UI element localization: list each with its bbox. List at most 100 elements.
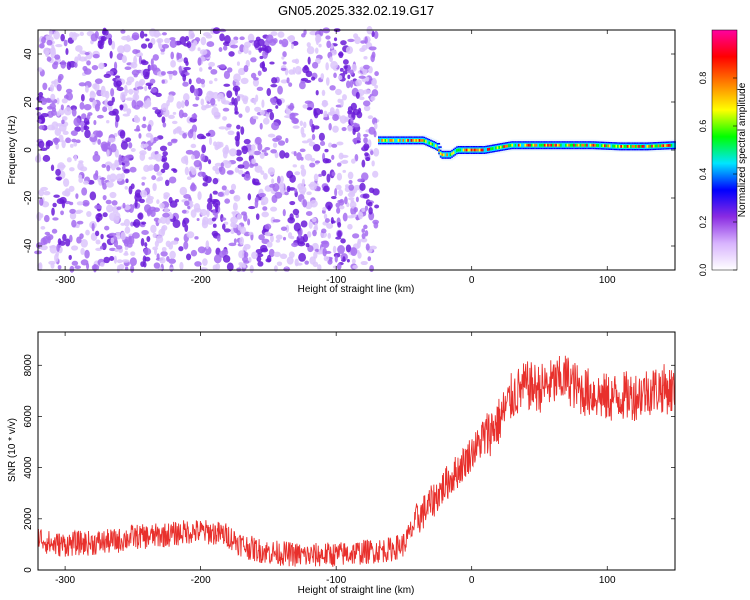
spectrogram-cell — [120, 92, 126, 102]
spectrogram-cell — [327, 232, 331, 239]
spectrogram-cell — [210, 97, 216, 106]
spectrogram-cell — [153, 136, 159, 142]
spectrogram-cell — [199, 209, 208, 217]
spectrogram-cell — [116, 259, 123, 264]
spectrogram-cell — [168, 258, 177, 264]
spectrogram-cell — [272, 142, 278, 148]
spectrogram-x-tick-label: -100 — [326, 275, 346, 286]
spectrogram-cell — [325, 77, 330, 86]
spectrogram-cell — [302, 199, 308, 208]
spectrogram-cell — [291, 242, 299, 248]
spectrogram-cell — [187, 205, 191, 210]
spectrogram-cell — [46, 39, 53, 46]
spectrogram-cell — [247, 218, 251, 226]
spectrogram-cell — [243, 138, 251, 145]
spectrogram-cell — [156, 253, 160, 260]
spectrogram-cell — [103, 73, 111, 79]
spectrogram-cell — [300, 164, 305, 170]
spectrogram-cell — [106, 119, 110, 124]
spectrogram-cell — [46, 56, 52, 62]
spectrogram-cell — [208, 66, 212, 70]
spectrogram-cell — [236, 95, 241, 102]
spectrogram-cell — [186, 253, 192, 261]
spectrogram-cell — [222, 107, 230, 112]
spectrogram-cell — [160, 51, 165, 55]
spectrogram-cell — [285, 137, 289, 144]
spectrogram-cell — [193, 88, 199, 97]
spectrogram-cell — [302, 104, 308, 109]
spectrogram-cell — [214, 144, 219, 151]
spectrogram-cell — [332, 113, 339, 122]
spectrogram-cell — [349, 201, 357, 209]
spectrogram-cell — [134, 199, 138, 209]
spectrogram-cell — [63, 94, 69, 100]
spectrogram-cell — [130, 251, 136, 257]
spectrogram-cell — [307, 245, 314, 253]
spectrogram-cell — [208, 61, 216, 67]
spectrogram-cell — [320, 231, 327, 238]
spectrogram-cell — [183, 241, 189, 250]
spectrogram-cell — [230, 216, 238, 224]
spectrogram-cell — [280, 79, 288, 84]
spectrogram-cell — [290, 43, 295, 50]
spectrogram-cell — [169, 213, 174, 220]
spectrogram-cell — [45, 35, 51, 39]
spectrogram-cell — [141, 176, 147, 180]
spectrogram-cell — [172, 70, 178, 76]
spectrogram-cell — [145, 198, 154, 205]
spectrogram-cell — [123, 218, 130, 227]
spectrogram-cell — [326, 40, 332, 49]
spectrogram-cell — [236, 61, 240, 66]
spectrogram-cell — [297, 183, 305, 190]
spectrogram-cell — [231, 97, 235, 105]
spectrogram-cell — [224, 35, 231, 45]
spectrogram-cell — [192, 131, 197, 140]
spectrogram-cell — [98, 62, 105, 70]
spectrogram-cell — [71, 138, 77, 143]
spectrogram-cell — [84, 85, 89, 93]
spectrogram-cell — [222, 116, 228, 121]
spectrogram-cell — [161, 79, 165, 84]
spectrogram-cell — [107, 100, 114, 107]
spectrogram-cell — [234, 166, 240, 173]
spectrogram-cell — [267, 167, 275, 176]
spectrogram-cell — [346, 80, 351, 89]
spectrogram-cell — [161, 247, 167, 252]
spectrogram-cell — [50, 93, 56, 101]
spectrogram-cell — [145, 132, 153, 138]
spectrogram-cell — [162, 151, 168, 157]
spectrogram-cell — [209, 193, 213, 203]
spectrogram-cell — [200, 135, 207, 140]
spectrogram-cell — [247, 193, 252, 201]
spectrogram-cell — [303, 64, 309, 71]
spectrogram-cell — [286, 170, 294, 179]
spectrogram-cell — [213, 254, 222, 264]
spectrogram-cell — [311, 61, 319, 69]
spectrogram-cell — [104, 225, 110, 231]
spectrogram-cell — [54, 253, 59, 263]
spectrogram-cell — [223, 70, 231, 80]
spectrogram-cell — [235, 149, 242, 156]
spectrogram-cell — [62, 130, 69, 136]
snr-y-tick-label: 8000 — [23, 354, 34, 377]
spectrogram-cell — [212, 177, 219, 185]
spectrogram-cell — [321, 89, 326, 97]
spectrogram-cell — [43, 47, 51, 55]
spectrogram-cell — [374, 71, 379, 77]
spectrogram-cell — [288, 82, 293, 87]
spectrogram-cell — [347, 171, 354, 180]
spectrogram-cell — [204, 176, 212, 184]
spectrogram-cell — [373, 221, 379, 229]
spectrogram-cell — [235, 81, 241, 86]
spectrogram-cell — [336, 141, 344, 146]
spectrogram-cell — [172, 219, 181, 229]
spectrogram-cell — [40, 186, 49, 191]
spectrogram-cell — [83, 103, 92, 111]
spectrogram-cell — [200, 153, 206, 162]
spectrogram-cell — [140, 238, 145, 247]
spectrogram-cell — [203, 246, 212, 255]
spectrogram-cell — [230, 39, 239, 44]
spectrogram-cell — [374, 84, 379, 89]
spectrogram-cell — [157, 176, 164, 182]
spectrogram-cell — [149, 65, 155, 70]
